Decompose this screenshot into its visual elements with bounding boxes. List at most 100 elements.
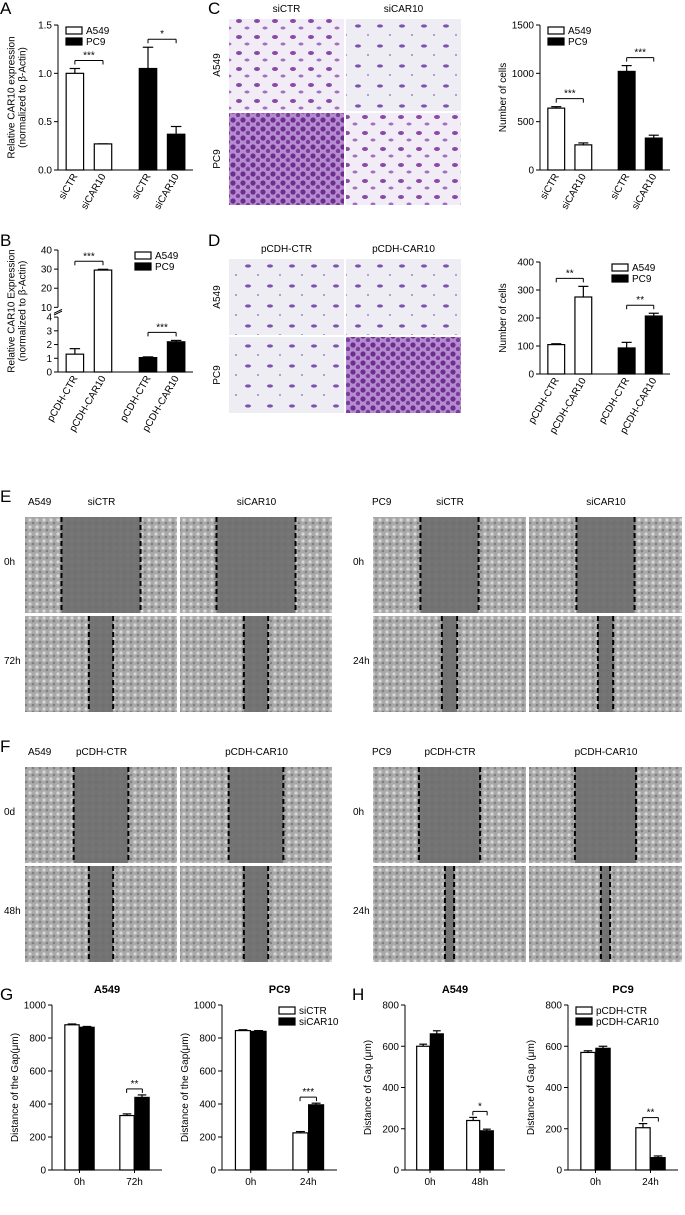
- x-tick-label: 0h: [590, 1177, 601, 1188]
- y-tick-label: 800: [545, 1001, 562, 1012]
- wound-gap: [73, 767, 129, 863]
- micrograph: [346, 19, 461, 111]
- column-label: siCAR10: [586, 497, 626, 508]
- bar: [429, 1033, 444, 1171]
- wound-gap: [574, 767, 637, 863]
- bar: [166, 133, 186, 171]
- y-tick-label: 2: [46, 340, 52, 351]
- bar: [479, 1130, 494, 1171]
- axis-break: [53, 310, 63, 316]
- y-tick-label: 600: [545, 1042, 562, 1053]
- legend-swatch: [278, 1017, 296, 1026]
- bar: [595, 1047, 611, 1171]
- x-tick-label: 0h: [245, 1177, 256, 1188]
- x-tick-label: 24h: [642, 1177, 659, 1188]
- y-tick-label: 0: [393, 1166, 399, 1177]
- wound-gap: [420, 517, 479, 613]
- micrograph: [229, 259, 344, 335]
- x-tick-label: siCAR10: [560, 172, 589, 212]
- legend-swatch: [134, 262, 152, 271]
- x-tick-label: 48h: [472, 1177, 489, 1188]
- row-label: 48h: [4, 906, 21, 917]
- chart-title: PC9: [269, 984, 290, 996]
- legend-swatch: [575, 1017, 593, 1026]
- bar: [617, 347, 636, 375]
- y-tick-label: 0.5: [38, 117, 52, 128]
- y-tick-label: 1.5: [38, 21, 52, 32]
- wound-gap: [441, 616, 458, 712]
- y-tick-label: 800: [199, 1034, 216, 1045]
- x-tick-label: 72h: [126, 1177, 143, 1188]
- y-tick-label: 200: [517, 314, 534, 325]
- bar: [138, 356, 158, 373]
- row-label: A549: [212, 53, 223, 77]
- legend-swatch: [278, 1006, 296, 1015]
- wound-gap: [88, 866, 114, 962]
- column-label: siCTR: [436, 497, 464, 508]
- column-label: pCDH-CTR: [76, 747, 127, 758]
- row-label: 0h: [353, 557, 364, 568]
- x-tick-label: siCTR: [57, 172, 80, 202]
- bar: [574, 296, 593, 375]
- micrograph: [229, 19, 344, 111]
- y-tick-label: 400: [29, 1100, 46, 1111]
- y-tick-label: 1000: [512, 69, 535, 80]
- sig-label: ***: [83, 51, 95, 62]
- bar: [79, 1026, 95, 1171]
- y-tick-label: 400: [517, 258, 534, 269]
- bar: [580, 1051, 596, 1171]
- wound-gap: [576, 517, 635, 613]
- x-tick-label: siCAR10: [630, 172, 659, 212]
- x-tick-label: siCTR: [130, 172, 153, 202]
- wound-gap: [597, 616, 614, 712]
- legend-label: A549: [568, 26, 592, 37]
- bar: [547, 344, 566, 375]
- sig-label: **: [566, 268, 574, 279]
- y-tick-label: 400: [545, 1083, 562, 1094]
- cell-line-label: A549: [28, 497, 52, 508]
- bar: [138, 67, 158, 171]
- wound-gap: [228, 767, 284, 863]
- bar: [65, 72, 85, 171]
- y-tick-label: 800: [382, 1001, 399, 1012]
- sig-label: ***: [156, 322, 168, 333]
- cell-line-label: PC9: [372, 497, 392, 508]
- bar: [64, 1024, 80, 1171]
- panel-letter: A: [0, 0, 12, 18]
- column-label: siCTR: [88, 497, 116, 508]
- legend-label: A549: [86, 26, 110, 37]
- row-label: 24h: [353, 656, 370, 667]
- y-axis-label: Relative CAR10 expression: [7, 36, 18, 158]
- legend-swatch: [65, 26, 83, 35]
- wound-gap: [88, 616, 114, 712]
- y-axis-label: Relative CAR10 Expression: [7, 249, 18, 372]
- y-axis-label: (normalized to β-Actin): [18, 261, 29, 362]
- bar: [134, 1096, 150, 1171]
- panel-letter: B: [0, 231, 11, 250]
- y-tick-label: 200: [199, 1133, 216, 1144]
- row-label: 0h: [353, 807, 364, 818]
- row-label: PC9: [212, 149, 223, 169]
- y-tick-label: 30: [41, 265, 53, 276]
- sig-label: ***: [302, 1087, 314, 1098]
- legend-swatch: [65, 37, 83, 46]
- y-tick-label: 4: [46, 313, 52, 324]
- bar: [466, 1119, 481, 1171]
- y-tick-label: 0.0: [38, 166, 52, 177]
- bar: [617, 70, 636, 171]
- bar: [574, 144, 593, 171]
- sig-label: **: [636, 295, 644, 306]
- panel-letter: H: [352, 985, 364, 1004]
- bar: [308, 1104, 325, 1171]
- micrograph: [346, 113, 461, 205]
- sig-label: *: [160, 29, 164, 40]
- y-tick-label: 1: [46, 354, 52, 365]
- axis-break: [53, 308, 63, 314]
- legend-label: A549: [632, 263, 656, 274]
- bar: [292, 1132, 309, 1171]
- row-label: 0d: [4, 807, 15, 818]
- x-tick-label: siCAR10: [79, 172, 108, 212]
- y-tick-label: 0: [528, 370, 534, 381]
- wound-gap: [444, 866, 455, 962]
